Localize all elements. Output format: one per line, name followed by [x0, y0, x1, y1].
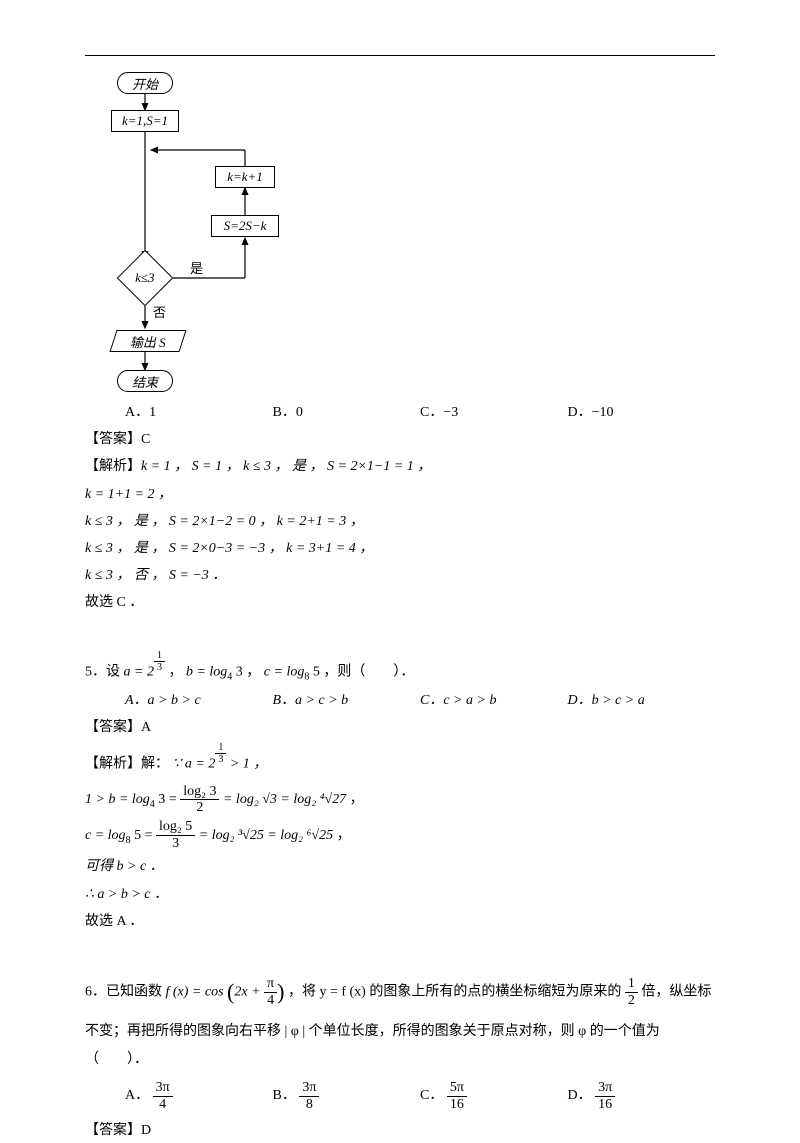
q6-choice-B: B． 3π8: [273, 1080, 421, 1112]
q5-explain-5: ∴ a > b > c ．: [85, 882, 715, 907]
q6-choice-C: C． 5π16: [420, 1080, 568, 1112]
q5-choice-D: D．b > c > a: [568, 688, 716, 713]
q4-choices: A．1 B．0 C．−3 D．−10: [125, 400, 715, 425]
q6-choice-A: A． 3π4: [125, 1080, 273, 1112]
q5-explain-1: 【解析】解： ∵ a = 213 > 1 ，: [85, 742, 715, 780]
fc-inc: k=k+1: [215, 166, 275, 188]
fc-yes-label: 是: [190, 258, 203, 277]
q6-choice-D: D． 3π16: [568, 1080, 716, 1112]
q5-answer: 【答案】A: [85, 715, 715, 740]
q5-choice-B: B．a > c > b: [273, 688, 421, 713]
q5-block: 5．设 a = 213 ， b = log4 3 ， c = log8 5 ，则…: [85, 650, 715, 934]
q4-choice-B: B．0: [273, 400, 421, 425]
fc-no-label: 否: [153, 302, 166, 321]
fc-init: k=1,S=1: [111, 110, 179, 132]
q4-choice-D: D．−10: [568, 400, 716, 425]
q4-step-4: k ≤ 3 ， 否 ， S = −3 ．: [85, 563, 715, 588]
q4-answer: 【答案】C: [85, 427, 715, 452]
q5-explain-3: c = log8 5 = log₂ 53 = log₂ ³√25 = log₂ …: [85, 819, 715, 853]
q4-step-5: 故选 C ．: [85, 590, 715, 615]
q6-stem-1: 6．已知函数 f (x) = cos (2x + π4) ，将 y = f (x…: [85, 968, 715, 1016]
q6-stem-2: 不变；再把所得的图象向右平移 | φ | 个单位长度，所得的图象关于原点对称，则…: [85, 1018, 715, 1074]
q5-choice-A: A．a > b > c: [125, 688, 273, 713]
flowchart-diagram: 开始 k=1,S=1 k=k+1 S=2S−k k≤3 是 否 输出 S 结束: [105, 70, 325, 390]
q4-choice-A: A．1: [125, 400, 273, 425]
fc-start: 开始: [117, 72, 173, 94]
q5-explain-4: 可得 b > c ．: [85, 854, 715, 879]
q5-explain-6: 故选 A ．: [85, 909, 715, 934]
q5-stem: 5．设 a = 213 ， b = log4 3 ， c = log8 5 ，则…: [85, 650, 715, 686]
q4-step-0: 【解析】k = 1 ， S = 1 ， k ≤ 3 ， 是 ， S = 2×1−…: [85, 454, 715, 479]
q5-choices: A．a > b > c B．a > c > b C．c > a > b D．b …: [125, 688, 715, 713]
q5-explain-2: 1 > b = log4 3 = log₂ 32 = log₂ √3 = log…: [85, 783, 715, 817]
q6-choices: A． 3π4 B． 3π8 C． 5π16 D． 3π16: [125, 1080, 715, 1112]
q4-step-3: k ≤ 3 ， 是 ， S = 2×0−3 = −3 ， k = 3+1 = 4…: [85, 536, 715, 561]
fc-end: 结束: [117, 370, 173, 392]
q6-block: 6．已知函数 f (x) = cos (2x + π4) ，将 y = f (x…: [85, 968, 715, 1143]
q5-choice-C: C．c > a > b: [420, 688, 568, 713]
q4-step-2: k ≤ 3 ， 是 ， S = 2×1−2 = 0 ， k = 2+1 = 3 …: [85, 509, 715, 534]
q4-step-1: k = 1+1 = 2 ，: [85, 482, 715, 507]
q6-answer: 【答案】D: [85, 1118, 715, 1143]
q4-block: A．1 B．0 C．−3 D．−10 【答案】C 【解析】k = 1 ， S =…: [85, 400, 715, 616]
fc-output: 输出 S: [109, 330, 186, 352]
fc-update: S=2S−k: [211, 215, 279, 237]
q4-choice-C: C．−3: [420, 400, 568, 425]
